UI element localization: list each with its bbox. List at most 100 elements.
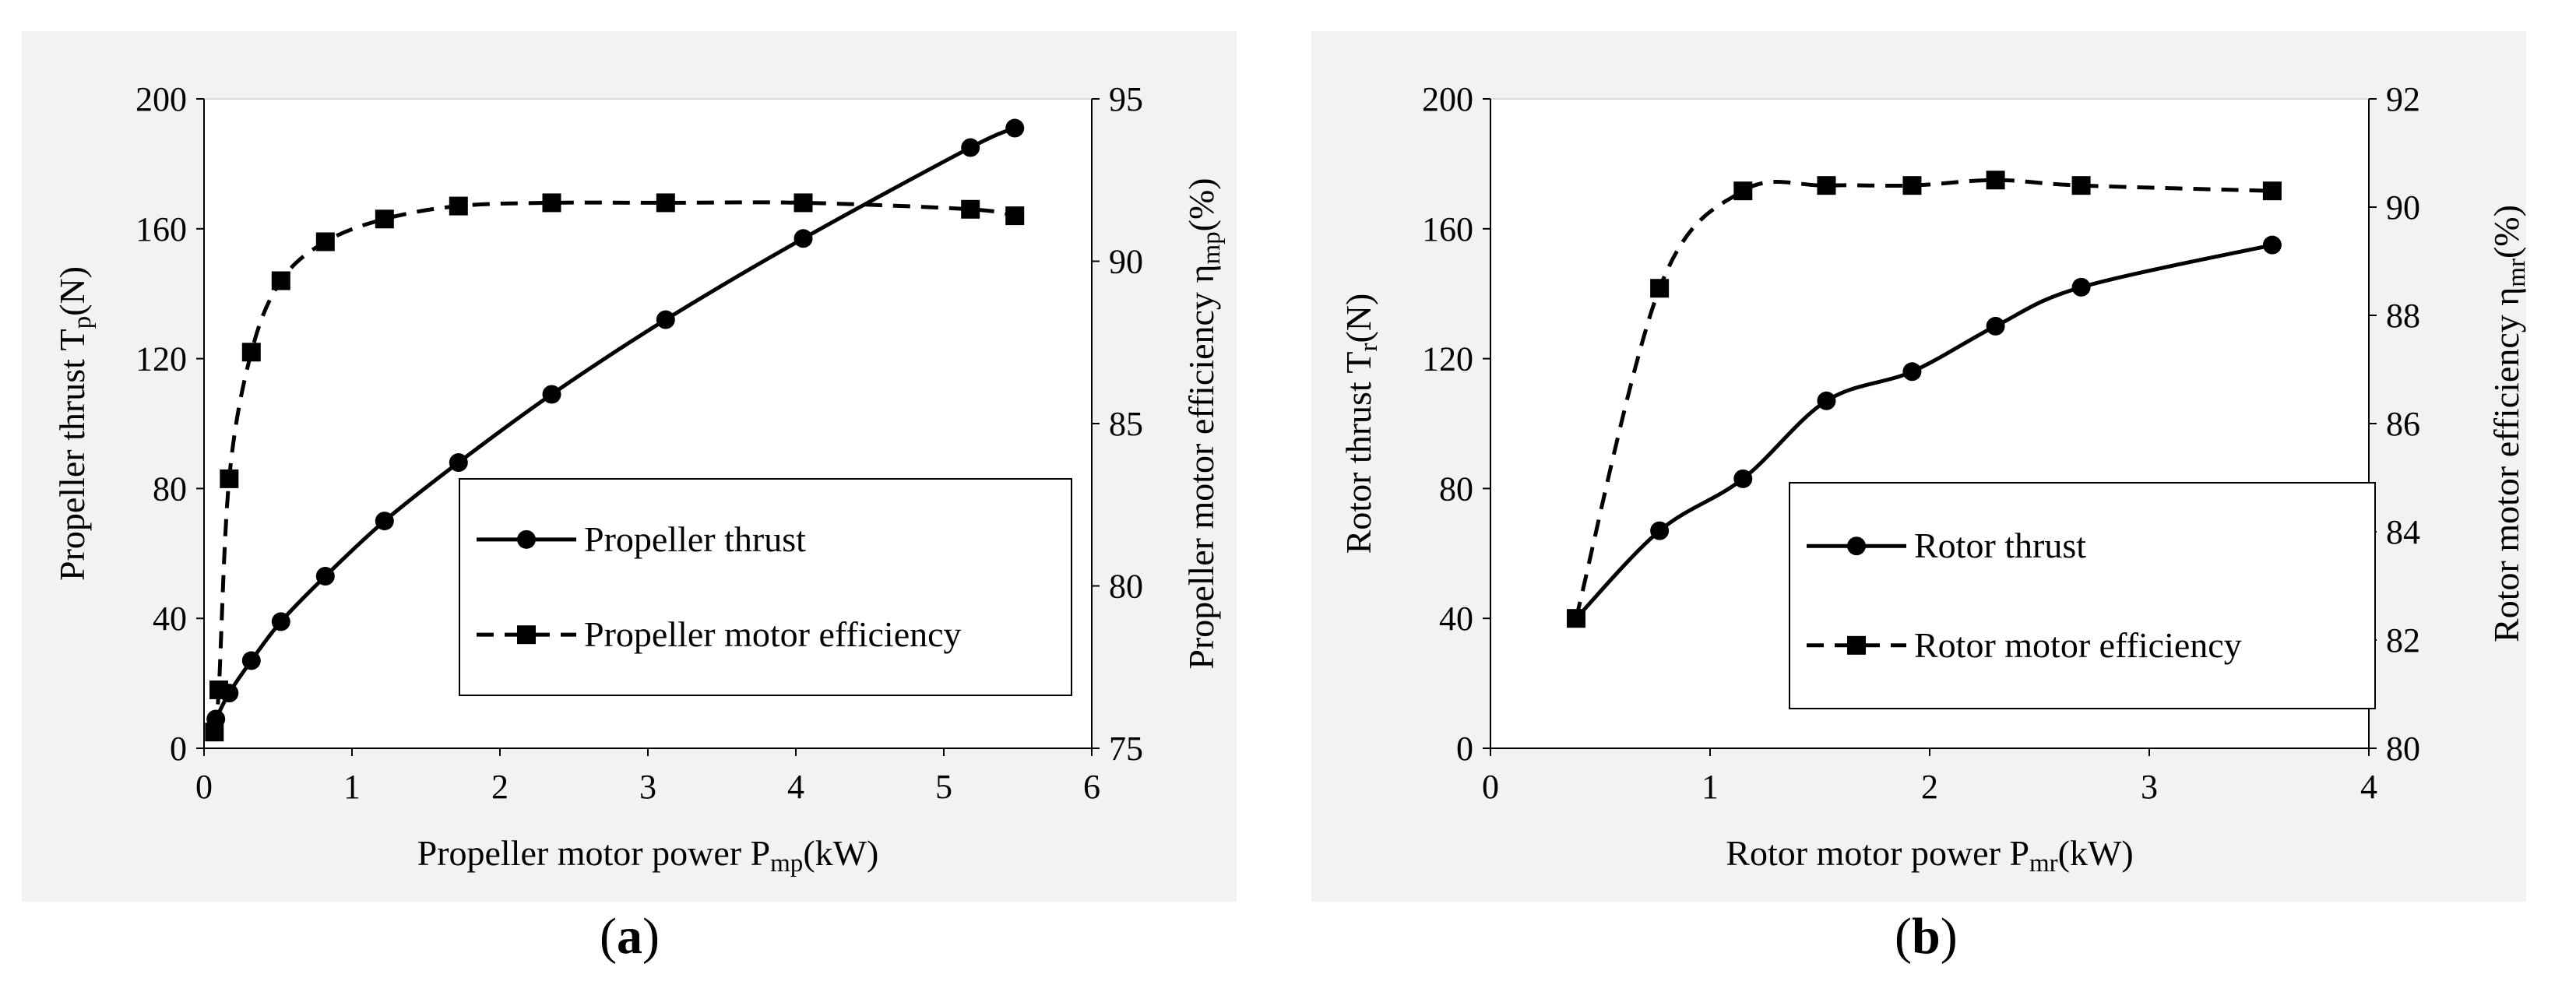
y-right-axis-title-unit: (%) <box>1181 178 1221 231</box>
x-tick-label: 2 <box>491 768 509 806</box>
y-right-axis-title-unit: (%) <box>2486 205 2526 259</box>
series-point-0 <box>794 229 813 248</box>
series-point-0 <box>271 612 290 631</box>
x-tick-label: 6 <box>1083 768 1100 806</box>
x-axis-title-main: Rotor motor power P <box>1726 833 2029 873</box>
y-right-tick-label: 95 <box>1109 80 1143 118</box>
series-point-1 <box>1902 176 1922 195</box>
y-right-axis-title-sub: mp <box>1198 231 1226 264</box>
series-point-1 <box>241 343 261 362</box>
legend-label-1: Propeller motor efficiency <box>584 614 962 654</box>
y-left-tick-label: 160 <box>135 210 187 248</box>
legend-marker-1 <box>1847 635 1866 655</box>
legend: Propeller thrust Propeller motor efficien… <box>459 478 1072 696</box>
legend-label-1: Rotor motor efficiency <box>1914 625 2242 665</box>
x-tick-label: 1 <box>343 768 361 806</box>
y-right-tick-label: 80 <box>1109 568 1143 606</box>
series-point-1 <box>315 232 335 252</box>
series-point-0 <box>315 566 335 586</box>
series-point-1 <box>1650 279 1670 298</box>
y-right-tick-label: 75 <box>1109 730 1143 768</box>
series-point-1 <box>1566 609 1585 628</box>
y-right-axis-title: Propeller motor efficiency ηmp(%) <box>1181 178 1226 669</box>
series-line-0 <box>213 126 1016 720</box>
y-right-tick-label: 92 <box>2386 80 2420 118</box>
series-point-1 <box>656 193 675 213</box>
y-right-axis-title-main: Propeller motor efficiency η <box>1181 265 1221 670</box>
y-left-tick-label: 80 <box>153 470 187 508</box>
y-right-tick-label: 80 <box>2386 730 2420 768</box>
y-left-tick-label: 160 <box>1422 210 1473 248</box>
series-point-1 <box>794 193 813 213</box>
series-point-1 <box>1733 181 1753 201</box>
y-left-axis-title-unit: (N) <box>52 266 92 316</box>
y-left-tick-label: 40 <box>1439 600 1473 638</box>
x-axis-title: Rotor motor power Pmr(kW) <box>1726 833 2133 878</box>
series-point-0 <box>2262 235 2282 255</box>
x-tick-label: 3 <box>2141 768 2158 806</box>
series-point-0 <box>375 512 394 531</box>
panel-label-b: (b) <box>1895 908 1958 965</box>
series-point-0 <box>1986 316 2005 336</box>
y-left-axis-title: Propeller thrust Tp(N) <box>52 266 97 581</box>
series-point-0 <box>542 385 561 404</box>
y-left-axis-title-unit: (N) <box>1339 294 1378 343</box>
y-left-tick-label: 200 <box>1422 80 1473 118</box>
x-axis-title-unit: (kW) <box>2058 833 2134 873</box>
series-point-1 <box>271 271 290 290</box>
series-point-1 <box>1817 176 1836 195</box>
y-left-tick-label: 120 <box>135 340 187 378</box>
x-axis-title: Propeller motor power Pmp(kW) <box>417 833 879 878</box>
x-tick-label: 4 <box>2360 768 2377 806</box>
y-right-tick-label: 90 <box>2386 188 2420 227</box>
series-point-0 <box>1733 469 1753 488</box>
y-left-tick-label: 80 <box>1439 470 1473 508</box>
y-left-axis-title-main: Rotor thrust T <box>1339 352 1378 554</box>
y-right-tick-label: 90 <box>1109 243 1143 281</box>
x-tick-label: 1 <box>1701 768 1719 806</box>
series-point-1 <box>375 209 394 229</box>
x-tick-label: 0 <box>1482 768 1499 806</box>
x-axis-title-unit: (kW) <box>803 833 878 873</box>
y-right-tick-label: 84 <box>2386 513 2420 551</box>
y-right-axis-title-main: Rotor motor efficiency η <box>2486 287 2526 642</box>
series-line-1 <box>1574 178 2272 619</box>
y-left-tick-label: 120 <box>1422 340 1473 378</box>
series-point-0 <box>1817 391 1836 410</box>
chart-panel-a: 0 1 2 3 4 5 6 0 40 80 120 160 200 75 80 85 90 95 Propeller… <box>22 31 1237 902</box>
series-point-1 <box>1986 171 2005 190</box>
legend-marker-0 <box>1847 536 1866 556</box>
x-tick-label: 0 <box>195 768 213 806</box>
y-right-tick-label: 85 <box>1109 405 1143 443</box>
series-point-0 <box>241 651 261 670</box>
series-point-1 <box>205 723 224 742</box>
legend-box <box>1789 482 2376 709</box>
panel-label-a: (a) <box>600 908 660 965</box>
y-right-tick-label: 88 <box>2386 297 2420 335</box>
y-left-tick-label: 40 <box>153 600 187 638</box>
series-point-1 <box>542 193 561 213</box>
x-tick-label: 2 <box>1921 768 1938 806</box>
legend-marker-0 <box>517 529 536 549</box>
y-left-axis-title-sub: r <box>1355 343 1383 352</box>
series-point-1 <box>2071 176 2091 195</box>
y-left-tick-label: 200 <box>135 80 187 118</box>
series-point-0 <box>2071 277 2091 297</box>
x-tick-label: 5 <box>935 768 952 806</box>
legend: Rotor thrust Rotor motor efficiency <box>1789 482 2376 709</box>
series-point-1 <box>1005 206 1025 226</box>
series-point-0 <box>1005 118 1025 138</box>
x-axis-title-sub: mp <box>770 850 803 878</box>
series-point-0 <box>961 138 980 157</box>
series-point-1 <box>961 199 980 219</box>
series-point-1 <box>449 196 468 216</box>
series-point-0 <box>1902 362 1922 382</box>
y-left-axis-title-sub: p <box>69 316 97 329</box>
series-point-0 <box>449 453 468 473</box>
y-right-axis-title: Rotor motor efficiency ηmr(%) <box>2486 205 2526 642</box>
x-tick-label: 3 <box>639 768 656 806</box>
y-right-tick-label: 86 <box>2386 405 2420 443</box>
series-line-1 <box>212 200 1015 733</box>
series-point-1 <box>2262 181 2282 201</box>
